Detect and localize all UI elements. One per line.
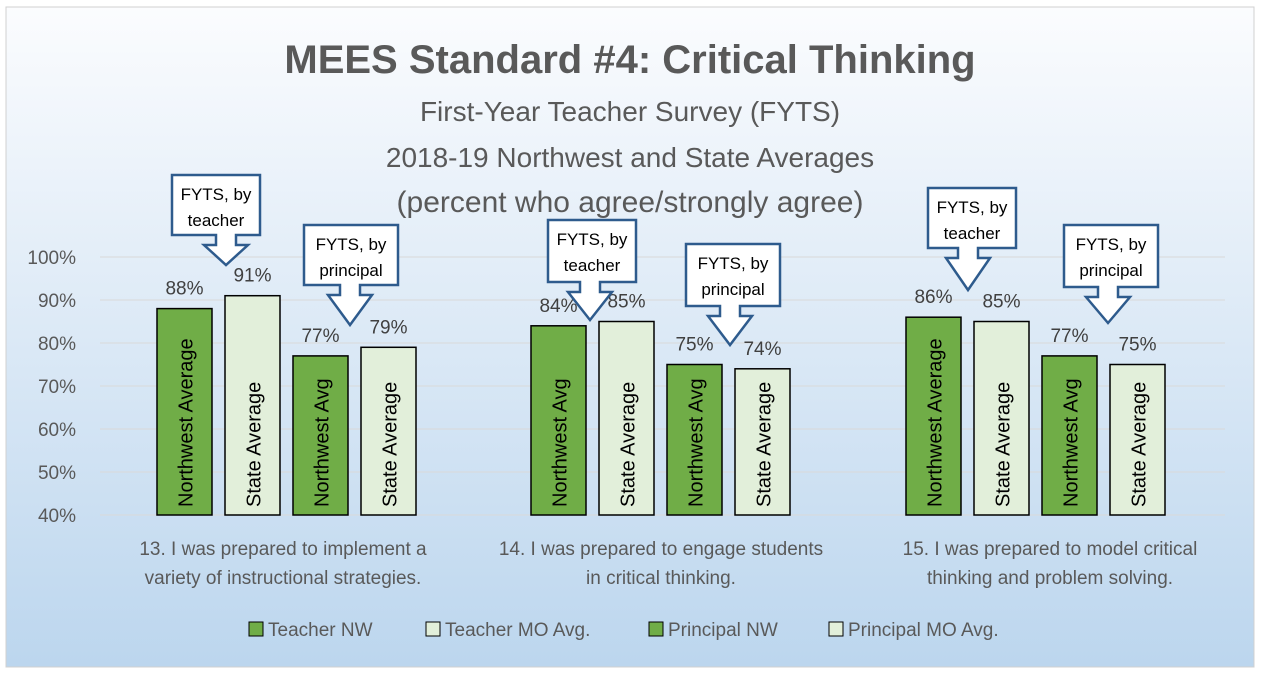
- y-tick-label: 90%: [38, 291, 76, 312]
- callout-text: principal: [319, 261, 382, 280]
- callout-text: FYTS, by: [557, 230, 628, 249]
- bar: [530, 325, 587, 516]
- category-label: 14. I was prepared to engage students: [499, 539, 823, 560]
- bar: [360, 346, 417, 516]
- callout-text: FYTS, by: [316, 235, 387, 254]
- callout-text: FYTS, by: [698, 254, 769, 273]
- data-label: 77%: [1050, 326, 1088, 347]
- bar-label: State Average: [618, 382, 640, 507]
- y-tick-label: 70%: [38, 377, 76, 398]
- y-tick-label: 50%: [38, 463, 76, 484]
- data-label: 75%: [675, 335, 713, 356]
- bar: [734, 368, 791, 516]
- legend-swatch: [828, 621, 844, 637]
- bar: [1109, 363, 1166, 516]
- callout-arrow: [1062, 223, 1160, 325]
- legend-label: Principal NW: [668, 620, 778, 641]
- bar: [224, 294, 281, 516]
- data-label: 86%: [914, 287, 952, 308]
- data-label: 79%: [369, 317, 407, 338]
- legend-swatch: [648, 621, 664, 637]
- category-label: thinking and problem solving.: [927, 568, 1173, 589]
- callout-arrow: [170, 173, 262, 267]
- bar-label: Northwest Avg: [550, 378, 572, 507]
- callout-text: teacher: [564, 256, 621, 275]
- y-axis: 40% 50% 60% 70% 80% 90% 100%: [27, 248, 76, 527]
- legend-label: Principal MO Avg.: [848, 620, 999, 641]
- data-label: 88%: [165, 279, 203, 300]
- chart-title: MEES Standard #4: Critical Thinking: [284, 38, 975, 82]
- bars: 88% Northwest Average 91% State Average 77% N…: [156, 266, 1166, 516]
- bar: [905, 316, 962, 516]
- callout-text: teacher: [944, 224, 1001, 243]
- data-label: 84%: [539, 296, 577, 317]
- bar-label: State Average: [380, 382, 402, 507]
- bar-label: Northwest Avg: [312, 378, 334, 507]
- data-label: 77%: [301, 326, 339, 347]
- bar-label: State Average: [244, 382, 266, 507]
- bar-label: Northwest Average: [925, 338, 947, 507]
- bar-label: Northwest Average: [176, 338, 198, 507]
- bar-label: State Average: [1129, 382, 1151, 507]
- legend-swatch: [425, 621, 441, 637]
- chart-subtitle-line-1: First-Year Teacher Survey (FYTS): [420, 96, 840, 127]
- bar-label: State Average: [754, 382, 776, 507]
- y-tick-label: 40%: [38, 506, 76, 527]
- y-tick-label: 80%: [38, 334, 76, 355]
- bar: [598, 320, 655, 516]
- category-label: 13. I was prepared to implement a: [139, 539, 427, 560]
- data-label: 91%: [233, 266, 271, 287]
- bar: [156, 307, 213, 516]
- callout-text: FYTS, by: [937, 198, 1008, 217]
- data-label: 85%: [607, 292, 645, 313]
- bar-label: Northwest Avg: [1061, 378, 1083, 507]
- callout-text: FYTS, by: [181, 185, 252, 204]
- callout-text: principal: [701, 280, 764, 299]
- legend: Teacher NW Teacher MO Avg. Principal NW Pri…: [248, 620, 999, 641]
- bar: [292, 355, 349, 516]
- bar: [666, 363, 723, 516]
- legend-label: Teacher MO Avg.: [445, 620, 590, 641]
- callout-text: principal: [1079, 261, 1142, 280]
- callout-arrow: [546, 218, 638, 323]
- callout-text: FYTS, by: [1076, 235, 1147, 254]
- callouts: FYTS, by teacher FYTS, by principal FYTS, by…: [170, 173, 1160, 348]
- bar: [973, 320, 1030, 516]
- x-axis: 13. I was prepared to implement a variety…: [139, 539, 1197, 589]
- bar-label: State Average: [993, 382, 1015, 507]
- category-label: variety of instructional strategies.: [145, 568, 422, 589]
- legend-swatch: [248, 621, 264, 637]
- callout-arrow: [926, 186, 1018, 293]
- bar: [1041, 355, 1098, 516]
- chart-subtitle-line-2: 2018-19 Northwest and State Averages: [386, 142, 874, 173]
- data-label: 75%: [1118, 335, 1156, 356]
- callout-text: teacher: [188, 211, 245, 230]
- category-label: in critical thinking.: [586, 568, 736, 589]
- bar-label: Northwest Avg: [686, 378, 708, 507]
- callout-arrow: [302, 223, 400, 328]
- gridlines: [100, 256, 1225, 516]
- data-label: 85%: [982, 292, 1020, 313]
- category-label: 15. I was prepared to model critical: [903, 539, 1198, 560]
- callout-arrow: [684, 242, 782, 348]
- chart-subtitle-line-3: (percent who agree/strongly agree): [397, 186, 864, 219]
- y-tick-label: 100%: [27, 248, 76, 269]
- legend-label: Teacher NW: [268, 620, 373, 641]
- y-tick-label: 60%: [38, 420, 76, 441]
- data-label: 74%: [743, 339, 781, 360]
